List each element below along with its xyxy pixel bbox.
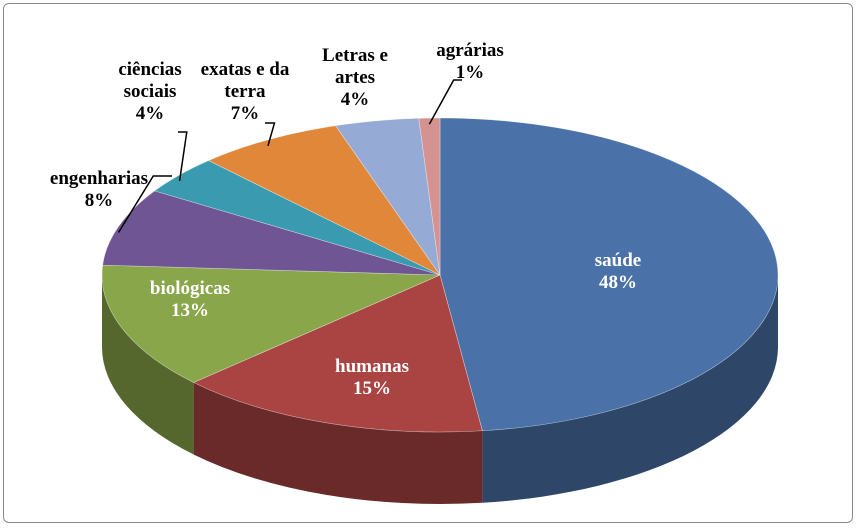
value-label: 4% — [340, 89, 370, 110]
value-label: 7% — [230, 103, 260, 124]
value-label: 13% — [170, 300, 209, 321]
data-label: engenharias 8% — [50, 168, 148, 212]
slice-side — [482, 275, 778, 503]
chart-frame — [3, 3, 853, 523]
value-label: 48% — [599, 272, 637, 293]
category-label: exatas e da terra — [200, 59, 290, 102]
slice — [192, 274, 483, 433]
slice — [439, 117, 779, 432]
value-label: 8% — [84, 190, 114, 211]
slice — [102, 190, 441, 276]
slice-side — [193, 382, 483, 504]
value-label: 4% — [135, 103, 165, 124]
data-label: saúde 48% — [595, 250, 641, 294]
value-label: 1% — [455, 62, 485, 83]
data-label: biológicas 13% — [150, 278, 230, 322]
slice — [418, 117, 441, 276]
leader-line — [428, 79, 462, 125]
leader-line — [178, 131, 188, 182]
category-label: biológicas — [149, 278, 231, 299]
data-label: Letras e artes 4% — [305, 45, 405, 111]
slice-side — [102, 275, 194, 455]
category-label: ciências sociais — [118, 59, 182, 102]
slice — [101, 264, 441, 383]
category-label: saúde — [594, 250, 642, 271]
leader-line — [265, 122, 276, 147]
value-label: 15% — [352, 378, 391, 399]
data-label: agrárias 1% — [436, 40, 504, 84]
data-label: exatas e da terra 7% — [195, 59, 295, 125]
category-label: agrárias — [436, 40, 504, 61]
slice — [207, 125, 441, 276]
leader-line — [117, 175, 172, 233]
category-label: Letras e artes — [322, 45, 388, 88]
category-label: humanas — [335, 356, 409, 377]
category-label: engenharias — [49, 168, 149, 189]
data-label: ciências sociais 4% — [100, 59, 200, 125]
data-label: humanas 15% — [335, 356, 409, 400]
